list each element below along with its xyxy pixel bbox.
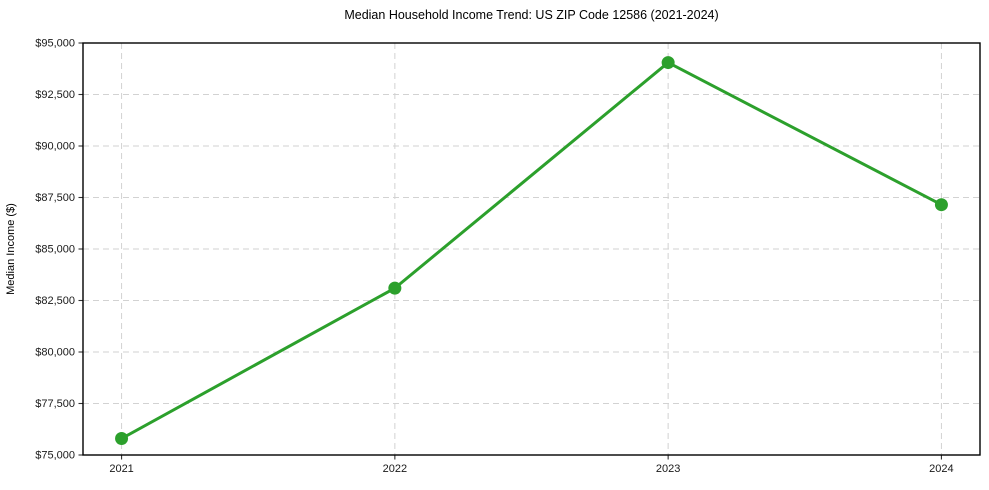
y-tick-label: $85,000 bbox=[35, 244, 75, 256]
data-point-marker bbox=[115, 432, 129, 446]
y-tick-label: $80,000 bbox=[35, 347, 75, 359]
x-tick-label: 2021 bbox=[109, 463, 133, 475]
y-tick-label: $95,000 bbox=[35, 38, 75, 50]
y-tick-label: $75,000 bbox=[35, 450, 75, 462]
data-point-marker bbox=[661, 56, 675, 70]
plot-border bbox=[82, 42, 981, 456]
x-tick-label: 2024 bbox=[929, 463, 953, 475]
data-point-marker bbox=[388, 281, 402, 295]
series-line bbox=[120, 61, 943, 441]
y-tick-label: $90,000 bbox=[35, 141, 75, 153]
x-tick-label: 2023 bbox=[656, 463, 680, 475]
y-tick-label: $92,500 bbox=[35, 89, 75, 101]
x-tick-label: 2022 bbox=[383, 463, 407, 475]
data-point-marker bbox=[934, 198, 948, 212]
y-tick-label: $77,500 bbox=[35, 398, 75, 410]
y-tick-label: $87,500 bbox=[35, 192, 75, 204]
y-tick-label: $82,500 bbox=[35, 295, 75, 307]
chart-title: Median Household Income Trend: US ZIP Co… bbox=[344, 8, 719, 22]
